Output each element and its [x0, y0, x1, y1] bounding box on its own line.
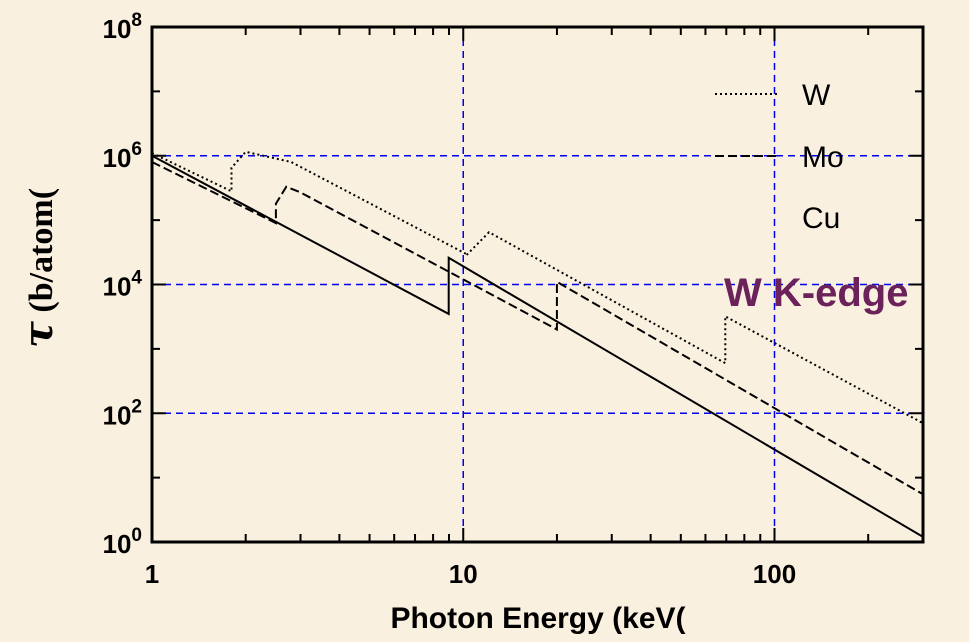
y-axis-title: τ (b/atom(	[15, 188, 62, 348]
y-tick-labels: 100 102 104 106 108	[103, 10, 143, 559]
x-axis-title: Photon Energy (keV(	[390, 602, 685, 635]
series-line-mo	[151, 161, 924, 496]
y-tick-label: 102	[103, 396, 143, 430]
x-tick-label: 1	[145, 559, 159, 589]
legend-label-mo: Mo	[802, 141, 844, 174]
y-axis-units: (b/atom(	[23, 188, 60, 321]
legend: W Mo Cu	[715, 79, 844, 235]
series-line-cu	[151, 154, 924, 538]
y-tick-label: 106	[103, 139, 143, 173]
x-tick-labels: 1 10 100	[145, 559, 796, 589]
legend-label-w: W	[802, 79, 831, 112]
x-tick-label: 10	[449, 559, 478, 589]
w-k-edge-annotation: W K-edge	[724, 271, 908, 315]
x-tick-label: 100	[753, 559, 796, 589]
y-axis-symbol: τ	[15, 321, 62, 348]
y-tick-label: 104	[103, 268, 143, 302]
y-tick-label: 108	[103, 10, 143, 44]
y-tick-label: 100	[103, 525, 143, 559]
tick-marks	[151, 26, 924, 543]
legend-label-cu: Cu	[802, 202, 840, 235]
svg-text:τ (b/atom(: τ (b/atom(	[15, 188, 62, 348]
series-group	[151, 150, 924, 538]
